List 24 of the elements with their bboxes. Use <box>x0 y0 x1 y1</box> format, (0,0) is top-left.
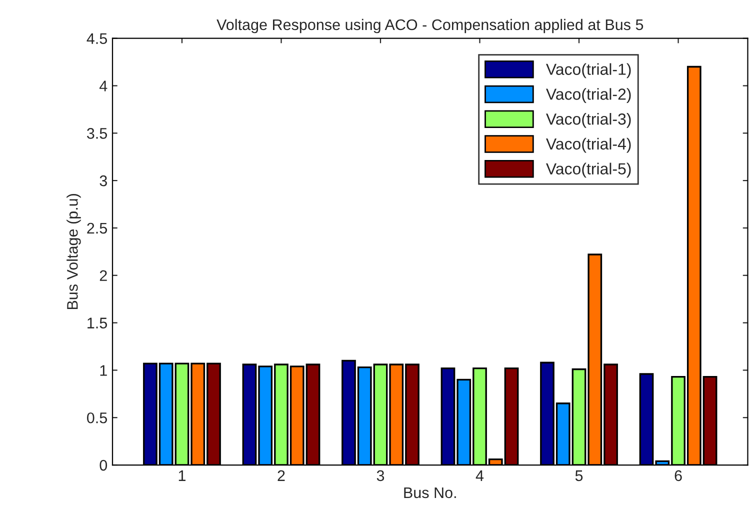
x-axis-title: Bus No. <box>404 487 456 498</box>
x-tick-label: 3 <box>376 470 384 482</box>
x-tick-label: 6 <box>674 470 682 482</box>
legend-label: Vaco(trial-3) <box>546 112 631 128</box>
legend-label: Vaco(trial-2) <box>546 88 631 103</box>
legend-label: Vaco(trial-5) <box>546 162 631 178</box>
x-tick-label: 1 <box>178 470 186 481</box>
y-tick-label: 3.5 <box>86 128 107 139</box>
y-axis-title: Bus Voltage (p.u) <box>66 194 81 310</box>
x-tick-label: 2 <box>278 470 285 481</box>
y-tick-label: 3 <box>100 175 107 186</box>
x-tick-label: 5 <box>575 470 583 482</box>
y-tick-label: 2.5 <box>87 222 107 234</box>
legend-label: Vaco(trial-4) <box>546 138 631 153</box>
y-tick-label: 2 <box>100 270 107 281</box>
chart-title: Voltage Response using ACO - Compensation applied at Bus 5 <box>216 18 644 34</box>
y-tick-label: 0.5 <box>87 412 107 424</box>
y-tick-label: 0 <box>100 460 108 471</box>
x-tick-label: 4 <box>476 470 484 481</box>
y-tick-label: 1.5 <box>88 318 107 328</box>
y-tick-label: 4.5 <box>86 33 107 44</box>
y-tick-label: 1 <box>100 365 107 376</box>
legend-label: Vaco(trial-1) <box>546 63 631 78</box>
y-tick-label: 4 <box>99 80 108 92</box>
